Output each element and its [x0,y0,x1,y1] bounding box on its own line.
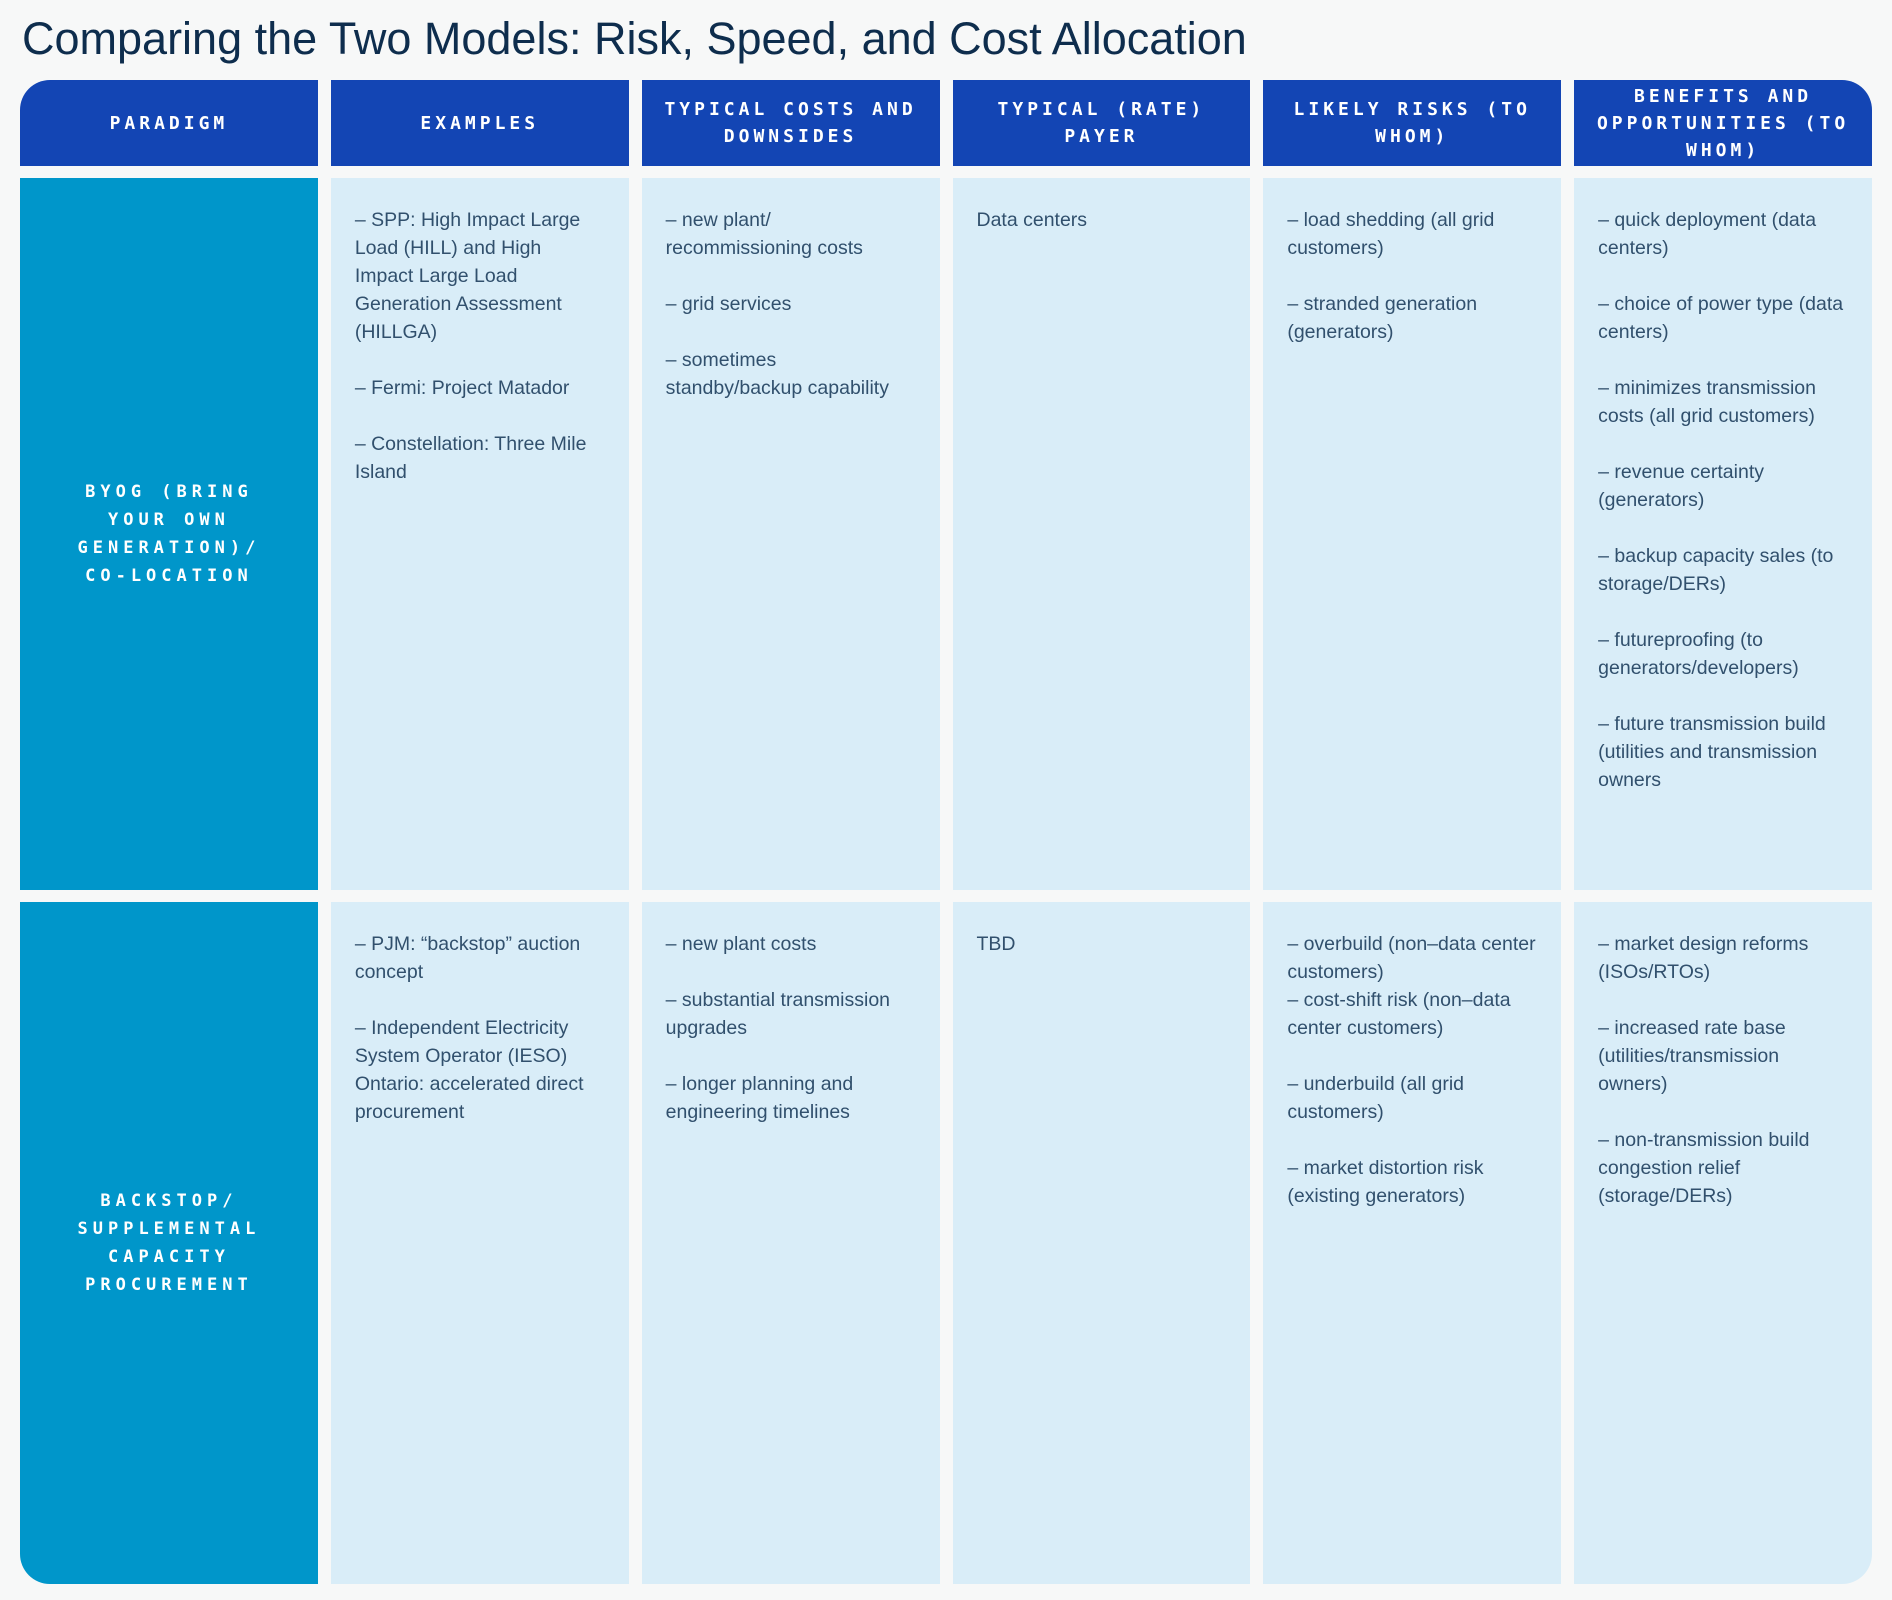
bullet: – backup capacity sales (to storage/DERs… [1598,545,1834,595]
cell-byog-risks: – load shedding (all grid customers) – s… [1263,178,1562,890]
cell-byog-examples: – SPP: High Impact Large Load (HILL) and… [330,178,629,890]
cell-backstop-examples: – PJM: “backstop” auction concept – Inde… [330,902,629,1584]
bullet: – quick deployment (data centers) [1598,209,1817,259]
bullet: – longer planning and engineering timeli… [665,1073,854,1123]
column-header-likely-risks: LIKELY RISKS (TO WHOM) [1263,80,1562,166]
cell-byog-costs: – new plant/ recommissioning costs – gri… [641,178,940,890]
column-header-label: PARADIGM [109,112,229,134]
bullet: – increased rate base (utilities/transmi… [1598,1017,1786,1095]
paradigm-cell-backstop: BACKSTOP/ SUPPLEMENTAL CAPACITY PROCUREM… [20,902,318,1584]
column-header-examples: EXAMPLES [330,80,629,166]
column-header-paradigm: PARADIGM [20,80,318,166]
bullet: – choice of power type (data centers) [1598,293,1844,343]
bullet: – revenue certainty (generators) [1598,461,1765,511]
bullet: – underbuild (all grid customers) [1287,1073,1465,1123]
bullet: – new plant costs [665,933,817,955]
payer-value: Data centers [976,209,1088,231]
bullet: – market design reforms (ISOs/RTOs) [1598,933,1809,983]
paradigm-cell-byog: BYOG (BRING YOUR OWN GENERATION)/ CO-LOC… [20,178,318,890]
bullet: – load shedding (all grid customers) [1287,209,1495,259]
column-header-benefits: BENEFITS AND OPPORTUNITIES (TO WHOM) [1574,80,1872,166]
column-header-label: LIKELY RISKS (TO WHOM) [1293,99,1531,147]
bullet: – non-transmission build congestion reli… [1598,1129,1810,1207]
payer-value: TBD [976,933,1016,955]
bullet: – future transmission build (utilities a… [1598,713,1826,791]
bullet: – overbuild (non–data center customers) [1287,933,1536,983]
bullet: – Independent Electricity System Operato… [354,1017,584,1123]
column-header-label: EXAMPLES [420,112,540,134]
column-header-label: TYPICAL COSTS AND DOWNSIDES [664,99,917,147]
bullet: – Fermi: Project Matador [354,377,570,399]
cell-backstop-costs: – new plant costs – substantial transmis… [641,902,940,1584]
column-header-label: BENEFITS AND OPPORTUNITIES (TO WHOM) [1596,85,1850,161]
bullet: – SPP: High Impact Large Load (HILL) and… [354,209,581,343]
comparison-table: PARADIGM EXAMPLES TYPICAL COSTS AND DOWN… [20,80,1872,1584]
bullet: – market distortion risk (existing gener… [1287,1157,1484,1207]
bullet: – Constellation: Three Mile Island [354,433,587,483]
cell-backstop-payer: TBD [952,902,1251,1584]
cell-backstop-risks: – overbuild (non–data center customers) … [1263,902,1562,1584]
cell-backstop-benefits: – market design reforms (ISOs/RTOs) – in… [1574,902,1872,1584]
paradigm-label: BYOG (BRING YOUR OWN GENERATION)/ CO-LOC… [77,481,261,587]
bullet: – futureproofing (to generators/develope… [1598,629,1799,679]
bullet: – new plant/ recommissioning costs [665,209,863,259]
column-header-label: TYPICAL (RATE) PAYER [997,99,1206,147]
bullet: – cost-shift risk (non–data center custo… [1287,989,1511,1039]
paradigm-label: BACKSTOP/ SUPPLEMENTAL CAPACITY PROCUREM… [77,1190,261,1296]
page-title: Comparing the Two Models: Risk, Speed, a… [22,13,1247,64]
bullet: – sometimes standby/backup capability [665,349,889,399]
cell-byog-payer: Data centers [952,178,1251,890]
bullet: – stranded generation (generators) [1287,293,1478,343]
bullet: – minimizes transmission costs (all grid… [1598,377,1816,427]
bullet: – PJM: “backstop” auction concept [354,933,581,983]
cell-byog-benefits: – quick deployment (data centers) – choi… [1574,178,1872,890]
column-header-typical-costs: TYPICAL COSTS AND DOWNSIDES [641,80,940,166]
bullet: – grid services [665,293,792,315]
column-header-typical-payer: TYPICAL (RATE) PAYER [952,80,1251,166]
bullet: – substantial transmission upgrades [665,989,891,1039]
